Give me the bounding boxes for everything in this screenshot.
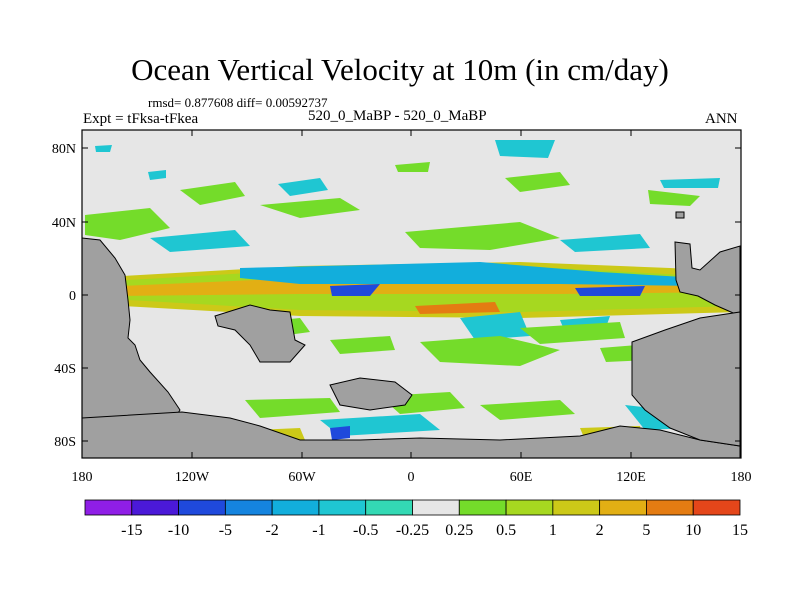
colorbar-label: 1: [549, 522, 557, 539]
colorbar-swatch: [505, 499, 554, 516]
x-tick-label: 180: [731, 470, 752, 485]
x-tick-label: 180: [72, 470, 93, 485]
x-tick-label: 0: [408, 470, 415, 485]
y-tick-label: 0: [69, 289, 76, 304]
contour-cyan-blob: [148, 170, 166, 180]
contour-green-blob: [180, 182, 245, 205]
season-label: ANN: [705, 111, 738, 127]
y-tick-label: 80N: [52, 142, 76, 157]
colorbar-swatch: [271, 499, 320, 516]
x-tick-label: 120E: [616, 470, 646, 485]
colorbar-label: -2: [265, 522, 278, 539]
contour-green-blob: [648, 190, 700, 206]
contour-red-equatorial: [415, 302, 500, 314]
y-tick-label: 40S: [54, 362, 76, 377]
contour-cyan-blob: [660, 178, 720, 188]
colorbar-label: -10: [168, 522, 189, 539]
colorbar-label: 10: [685, 522, 701, 539]
colorbar-swatch: [84, 499, 133, 516]
colorbar-swatch: [318, 499, 367, 516]
colorbar-label: -0.25: [396, 522, 429, 539]
x-tick-label: 60W: [288, 470, 316, 485]
contour-cyan-blob: [95, 145, 112, 152]
contour-cyan-blob: [278, 178, 328, 196]
x-tick-label: 60E: [510, 470, 533, 485]
colorbar-label: 5: [642, 522, 650, 539]
contour-green-band: [480, 400, 575, 420]
contour-green-band: [520, 322, 625, 344]
y-tick-label: 80S: [54, 435, 76, 450]
colorbar-swatch: [646, 499, 694, 516]
colorbar-swatch: [178, 499, 226, 516]
contour-green-band: [85, 208, 170, 240]
land-island: [675, 211, 685, 219]
x-tick-label: 120W: [175, 470, 210, 485]
colorbar-label: 0.25: [445, 522, 473, 539]
land-australia: [329, 377, 413, 411]
colorbar-label: -5: [219, 522, 232, 539]
colorbar-swatch: [412, 499, 460, 516]
contour-cyan-band: [150, 230, 250, 252]
rmsd-diff-stats: rmsd= 0.877608 diff= 0.00592737: [148, 95, 328, 110]
colorbar-label: -0.5: [353, 522, 378, 539]
colorbar-label: -15: [121, 522, 142, 539]
land-asia: [674, 241, 741, 317]
plot-title: Ocean Vertical Velocity at 10m (in cm/da…: [131, 52, 669, 87]
contour-green-band: [260, 198, 360, 218]
land-africa: [214, 304, 306, 363]
contour-cyan-blob: [495, 140, 555, 158]
case-label: 520_0_MaBP - 520_0_MaBP: [308, 108, 487, 124]
land-antarctica-left: [81, 411, 741, 459]
colorbar-swatch: [131, 499, 179, 516]
land-masks: [81, 211, 741, 459]
experiment-label: Expt = tFksa-tFkea: [83, 111, 199, 127]
contour-cyan-band: [460, 312, 530, 340]
contour-green-band: [405, 222, 560, 250]
colorbar-label: 2: [596, 522, 604, 539]
colorbar-label: 0.5: [496, 522, 516, 539]
contour-green-band: [420, 336, 560, 366]
contour-darkblue-equatorial: [575, 286, 645, 296]
colorbar-label: 15: [732, 522, 748, 539]
colorbar-swatch: [224, 499, 273, 516]
colorbar-swatch: [692, 499, 741, 516]
contour-darkblue-equatorial: [330, 284, 380, 296]
colorbar-swatch: [458, 499, 507, 516]
colorbar-swatch: [599, 499, 647, 516]
contour-green-blob: [395, 162, 430, 172]
contour-cyan-band: [560, 234, 650, 252]
contour-green-band: [245, 398, 340, 418]
colorbar-swatch: [552, 499, 601, 516]
colorbar-label: -1: [312, 522, 325, 539]
colorbar: -15 -10 -5 -2 -1 -0.5 -0.25 0.25 0.5 1 2 5 10 15: [84, 499, 748, 539]
contour-blue-band: [330, 426, 350, 440]
colorbar-swatch: [365, 499, 413, 516]
contour-green-blob: [505, 172, 570, 192]
x-ticks: [81, 130, 742, 458]
contour-green-band: [330, 336, 395, 354]
y-ticks: [82, 147, 741, 442]
y-tick-label: 40N: [52, 216, 76, 231]
land-antarctica-right: [631, 311, 741, 447]
contour-blue-equatorial: [240, 262, 700, 286]
